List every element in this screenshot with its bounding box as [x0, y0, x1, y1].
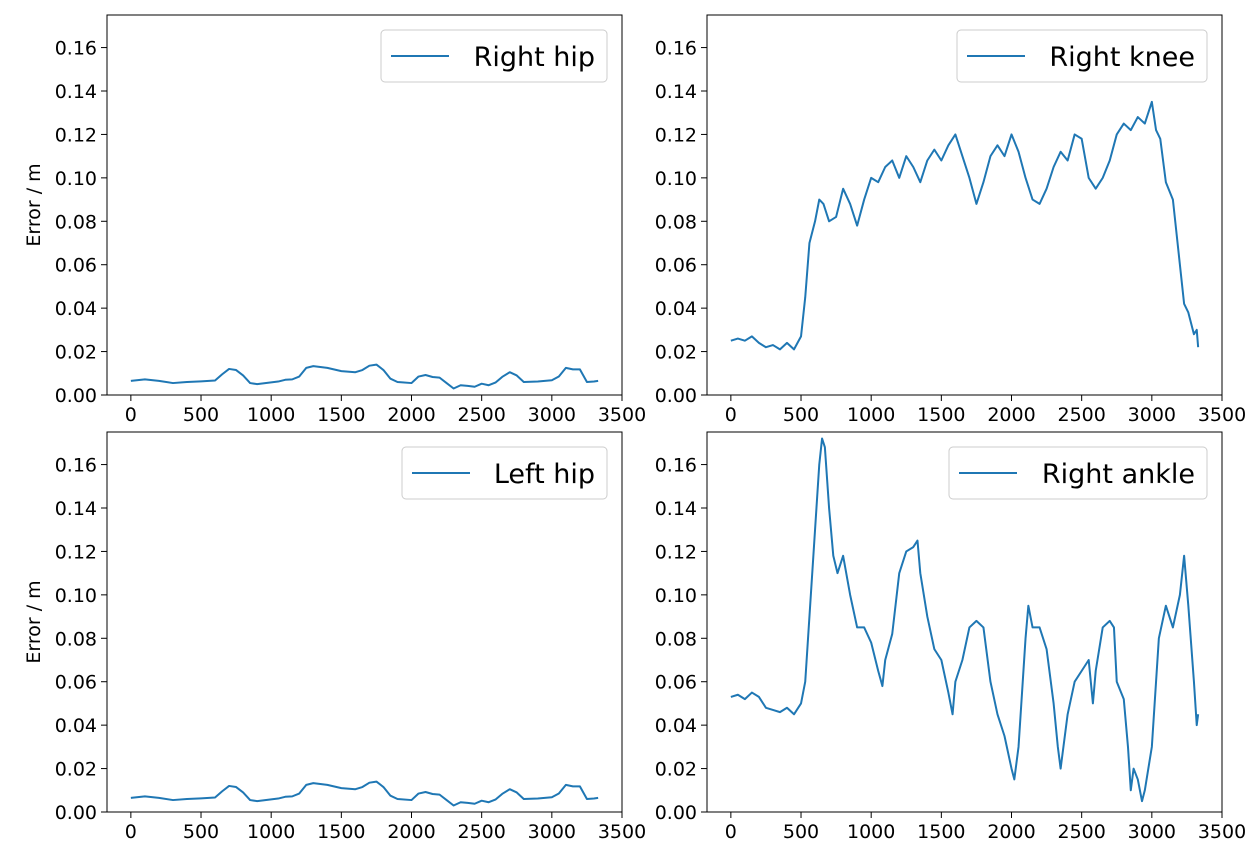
legend-box: [401, 446, 608, 500]
y-tick-label: 0.02: [655, 759, 697, 781]
legend-box: [956, 29, 1208, 83]
subplot-top-right: 0 500 1000 1500 2000 2500 3000 3500 0.00 0.02 0.04…: [655, 14, 1246, 426]
x-tick-label: 0: [125, 404, 137, 426]
subplot-bottom-left: 0 500 1000 1500 2000 2500 3000 3500 0.00 0.02 0.04…: [23, 431, 646, 843]
y-tick-label: 0.00: [55, 385, 97, 407]
legend-entry: Left hip: [494, 459, 595, 490]
series-line-right-ankle: [730, 437, 1200, 803]
x-tick-label: 500: [183, 821, 219, 843]
y-tick-label: 0.12: [655, 541, 697, 563]
y-tick-label: 0.00: [55, 802, 97, 824]
x-tick-label: 0: [125, 821, 137, 843]
x-tick-label: 1000: [847, 404, 895, 426]
subplot-top-left: 0 500 1000 1500 2000 2500 3000 3500 0.00 0.02 0.04…: [23, 14, 646, 426]
y-tick-label: 0.00: [655, 802, 697, 824]
x-tick-label: 3500: [598, 821, 646, 843]
x-tick-label: 3500: [1198, 404, 1246, 426]
x-tick-label: 2500: [1057, 404, 1105, 426]
y-tick-label: 0.00: [655, 385, 697, 407]
x-tick-label: 500: [783, 821, 819, 843]
y-tick-label: 0.14: [55, 498, 97, 520]
axes-frame: [706, 14, 1223, 396]
series-line-left-hip: [130, 780, 599, 807]
y-tick-label: 0.12: [655, 124, 697, 146]
y-tick-label: 0.16: [655, 455, 697, 477]
y-tick-label: 0.02: [655, 342, 697, 364]
y-tick-label: 0.04: [655, 715, 697, 737]
y-tick-label: 0.08: [55, 211, 97, 233]
y-axis-label: Error / m: [23, 163, 45, 246]
x-tick-label: 3000: [1128, 821, 1176, 843]
x-tick-label: 2000: [987, 821, 1035, 843]
legend-entry: Right ankle: [1042, 459, 1195, 490]
y-tick-label: 0.08: [655, 211, 697, 233]
y-tick-label: 0.14: [55, 81, 97, 103]
x-tick-label: 1500: [917, 821, 965, 843]
y-tick-label: 0.16: [55, 38, 97, 60]
y-tick-label: 0.14: [655, 498, 697, 520]
x-tick-label: 500: [783, 404, 819, 426]
y-tick-label: 0.10: [655, 585, 697, 607]
x-tick-label: 3500: [598, 404, 646, 426]
legend: Right ankle: [948, 446, 1208, 500]
y-tick-label: 0.06: [655, 255, 697, 277]
y-tick-label: 0.02: [55, 342, 97, 364]
x-tick-label: 2000: [387, 821, 435, 843]
x-tick-label: 1500: [917, 404, 965, 426]
x-tick-label: 0: [725, 404, 737, 426]
legend-entry: Right hip: [474, 42, 595, 73]
y-tick-label: 0.08: [55, 628, 97, 650]
y-tick-label: 0.04: [55, 298, 97, 320]
x-tick-label: 3500: [1198, 821, 1246, 843]
legend-entry: Right knee: [1049, 42, 1195, 73]
x-tick-label: 2000: [987, 404, 1035, 426]
legend: Right hip: [380, 29, 608, 83]
y-tick-label: 0.16: [55, 455, 97, 477]
y-tick-label: 0.12: [55, 541, 97, 563]
x-tick-label: 1500: [317, 404, 365, 426]
y-tick-label: 0.10: [655, 168, 697, 190]
legend: Right knee: [956, 29, 1208, 83]
x-tick-label: 3000: [528, 821, 576, 843]
y-tick-label: 0.14: [655, 81, 697, 103]
x-tick-label: 1500: [317, 821, 365, 843]
legend: Left hip: [401, 446, 608, 500]
x-tick-label: 1000: [247, 821, 295, 843]
x-tick-label: 2000: [387, 404, 435, 426]
y-tick-label: 0.06: [55, 672, 97, 694]
x-tick-label: 3000: [528, 404, 576, 426]
legend-box: [380, 29, 608, 83]
x-tick-label: 500: [183, 404, 219, 426]
y-tick-label: 0.04: [655, 298, 697, 320]
x-tick-label: 1000: [847, 821, 895, 843]
y-tick-label: 0.16: [655, 38, 697, 60]
x-tick-label: 0: [725, 821, 737, 843]
x-tick-label: 2500: [457, 404, 505, 426]
axes-frame: [706, 431, 1223, 813]
legend-box: [948, 446, 1208, 500]
y-tick-label: 0.04: [55, 715, 97, 737]
x-tick-label: 1000: [247, 404, 295, 426]
series-line-right-hip: [130, 363, 599, 390]
y-axis-label: Error / m: [23, 580, 45, 663]
subplot-bottom-right: 0 500 1000 1500 2000 2500 3000 3500 0.00 0.02 0.04…: [655, 431, 1246, 843]
x-tick-label: 2500: [457, 821, 505, 843]
y-tick-label: 0.08: [655, 628, 697, 650]
y-tick-label: 0.10: [55, 585, 97, 607]
axes-frame: [106, 431, 623, 813]
y-tick-label: 0.02: [55, 759, 97, 781]
y-tick-label: 0.06: [655, 672, 697, 694]
axes-frame: [106, 14, 623, 396]
x-tick-label: 2500: [1057, 821, 1105, 843]
x-tick-label: 3000: [1128, 404, 1176, 426]
y-tick-label: 0.06: [55, 255, 97, 277]
y-tick-label: 0.10: [55, 168, 97, 190]
y-tick-label: 0.12: [55, 124, 97, 146]
series-line-right-knee: [730, 100, 1200, 351]
